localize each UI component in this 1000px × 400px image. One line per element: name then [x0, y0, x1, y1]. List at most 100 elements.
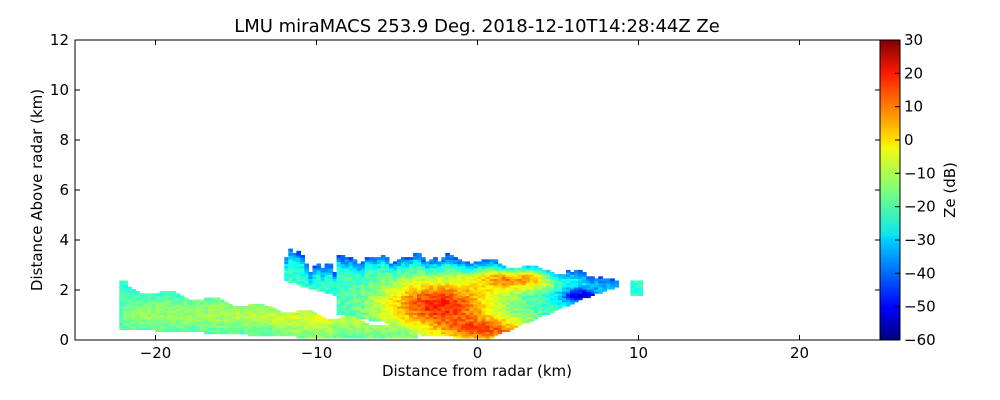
ze-cell	[308, 282, 313, 286]
ze-cell	[248, 318, 253, 322]
ze-cell	[348, 269, 354, 273]
ze-cell	[409, 276, 414, 279]
ze-cell	[554, 280, 559, 284]
ze-cell	[541, 280, 547, 284]
ze-cell	[425, 267, 430, 271]
ze-cell	[119, 327, 124, 330]
ze-cell	[509, 323, 515, 326]
ze-cell	[288, 252, 293, 256]
ze-cell	[215, 325, 221, 328]
ze-cell	[473, 323, 479, 326]
ze-cell	[344, 301, 350, 305]
ze-cell	[481, 293, 487, 296]
ze-cell	[183, 312, 189, 316]
ze-cell	[465, 280, 470, 284]
ze-cell	[131, 320, 136, 324]
ze-cell	[505, 310, 511, 313]
ze-cell	[481, 314, 487, 318]
ze-cell	[445, 308, 450, 311]
ze-cell	[348, 333, 354, 337]
ze-cell	[529, 301, 535, 305]
ze-cell	[477, 316, 483, 320]
ze-cell	[469, 316, 474, 320]
ze-cell	[413, 295, 418, 299]
ze-cell	[380, 272, 386, 275]
ze-cell	[340, 255, 346, 258]
ze-cell	[276, 327, 281, 330]
ze-cell	[397, 274, 402, 277]
ze-cell	[397, 289, 402, 292]
ze-cell	[304, 310, 309, 313]
ze-cell	[332, 293, 338, 296]
ze-cell	[537, 269, 543, 273]
ze-cell	[453, 331, 458, 335]
ze-cell	[493, 280, 499, 284]
ze-cell	[215, 314, 221, 318]
ze-cell	[457, 318, 462, 322]
ze-cell	[521, 297, 527, 301]
y-tick-label: 4	[59, 231, 69, 249]
ze-cell	[545, 297, 551, 301]
ze-cell	[167, 316, 173, 320]
ze-cell	[159, 323, 165, 326]
ze-cell	[493, 320, 499, 324]
ze-cell	[501, 269, 507, 273]
ze-cell	[328, 325, 334, 328]
ze-cell	[352, 265, 358, 269]
ze-cell	[171, 327, 177, 330]
ze-cell	[300, 333, 305, 337]
ze-cell	[537, 284, 543, 288]
ze-cell	[223, 320, 229, 324]
ze-cell	[457, 269, 462, 273]
ze-cell	[272, 314, 277, 318]
ze-cell	[388, 303, 394, 307]
ze-cell	[191, 318, 197, 322]
ze-cell	[497, 278, 503, 282]
ze-cell	[171, 295, 177, 299]
ze-cell	[409, 308, 414, 311]
ze-cell	[183, 316, 189, 320]
ze-cell	[393, 325, 398, 328]
ze-cell	[550, 293, 555, 296]
ze-cell	[268, 316, 273, 320]
ze-cell	[292, 312, 297, 316]
ze-cell	[240, 320, 245, 324]
ze-cell	[509, 312, 515, 316]
ze-cell	[405, 259, 410, 262]
ze-cell	[401, 269, 406, 273]
ze-cell	[449, 284, 454, 288]
ze-cell	[433, 291, 438, 294]
ze-cell	[288, 333, 293, 337]
ze-cell	[143, 297, 148, 301]
ze-cell	[501, 303, 507, 307]
ze-cell	[199, 299, 205, 303]
ze-cell	[485, 306, 491, 309]
ze-cell	[139, 301, 144, 305]
ze-cell	[332, 282, 338, 286]
ze-cell	[135, 303, 140, 307]
ze-cell	[380, 301, 386, 305]
ze-cell	[517, 306, 523, 309]
ze-cell	[521, 308, 527, 311]
ze-cell	[469, 293, 474, 296]
ze-cell	[288, 331, 293, 335]
ze-cell	[352, 312, 358, 316]
ze-cell	[252, 306, 257, 309]
ze-cell	[574, 291, 579, 294]
ze-cell	[372, 263, 378, 267]
ze-cell	[558, 280, 563, 284]
ze-cell	[211, 327, 217, 330]
ze-cell	[352, 327, 358, 330]
ze-cell	[634, 284, 640, 288]
ze-cell	[388, 269, 394, 273]
ze-cell	[401, 274, 406, 277]
ze-cell	[429, 331, 434, 335]
ze-cell	[167, 327, 173, 330]
ze-cell	[401, 299, 406, 303]
ze-cell	[203, 320, 209, 324]
ze-cell	[493, 327, 499, 330]
ze-cell	[429, 289, 434, 292]
ze-cell	[509, 318, 515, 322]
ze-cell	[533, 280, 539, 284]
ze-cell	[360, 301, 366, 305]
